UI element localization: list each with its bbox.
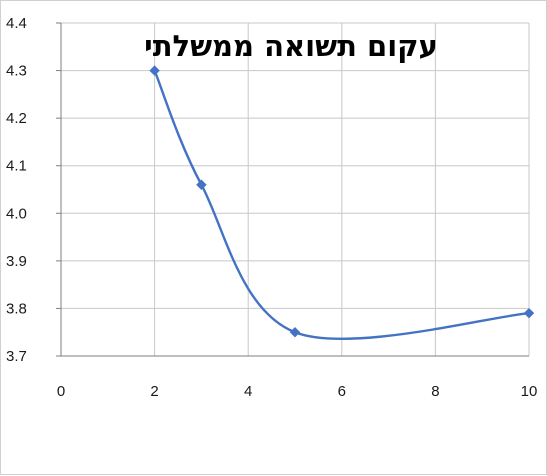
x-tick-label: 2 [150,383,158,400]
data-point-marker [196,179,207,190]
tick-labels: 3.7 3.8 3.9 4.0 4.1 4.2 4.3 4.4 0 2 4 6 8 10 [6,15,537,400]
x-tick-label: 0 [57,383,65,400]
y-tick-label: 3.9 [6,253,27,270]
y-tick-label: 4.0 [6,205,27,222]
x-tick-label: 10 [521,383,538,400]
y-tick-label: 3.8 [6,300,27,317]
chart-title: עקום תשואה ממשלתי [144,29,438,63]
axes [56,22,529,357]
series [149,65,535,340]
y-tick-label: 4.4 [6,15,27,32]
y-tick-label: 4.2 [6,110,27,127]
y-tick-label: 4.1 [6,158,27,175]
data-point-marker [149,65,160,76]
x-tick-label: 6 [338,383,346,400]
x-tick-label: 8 [431,383,439,400]
y-tick-label: 3.7 [6,348,27,365]
series-line [153,70,530,340]
gridlines [61,22,530,356]
x-tick-label: 4 [244,383,252,400]
y-tick-label: 4.3 [6,63,27,80]
data-point-marker [523,307,535,319]
data-point-marker [289,327,301,338]
